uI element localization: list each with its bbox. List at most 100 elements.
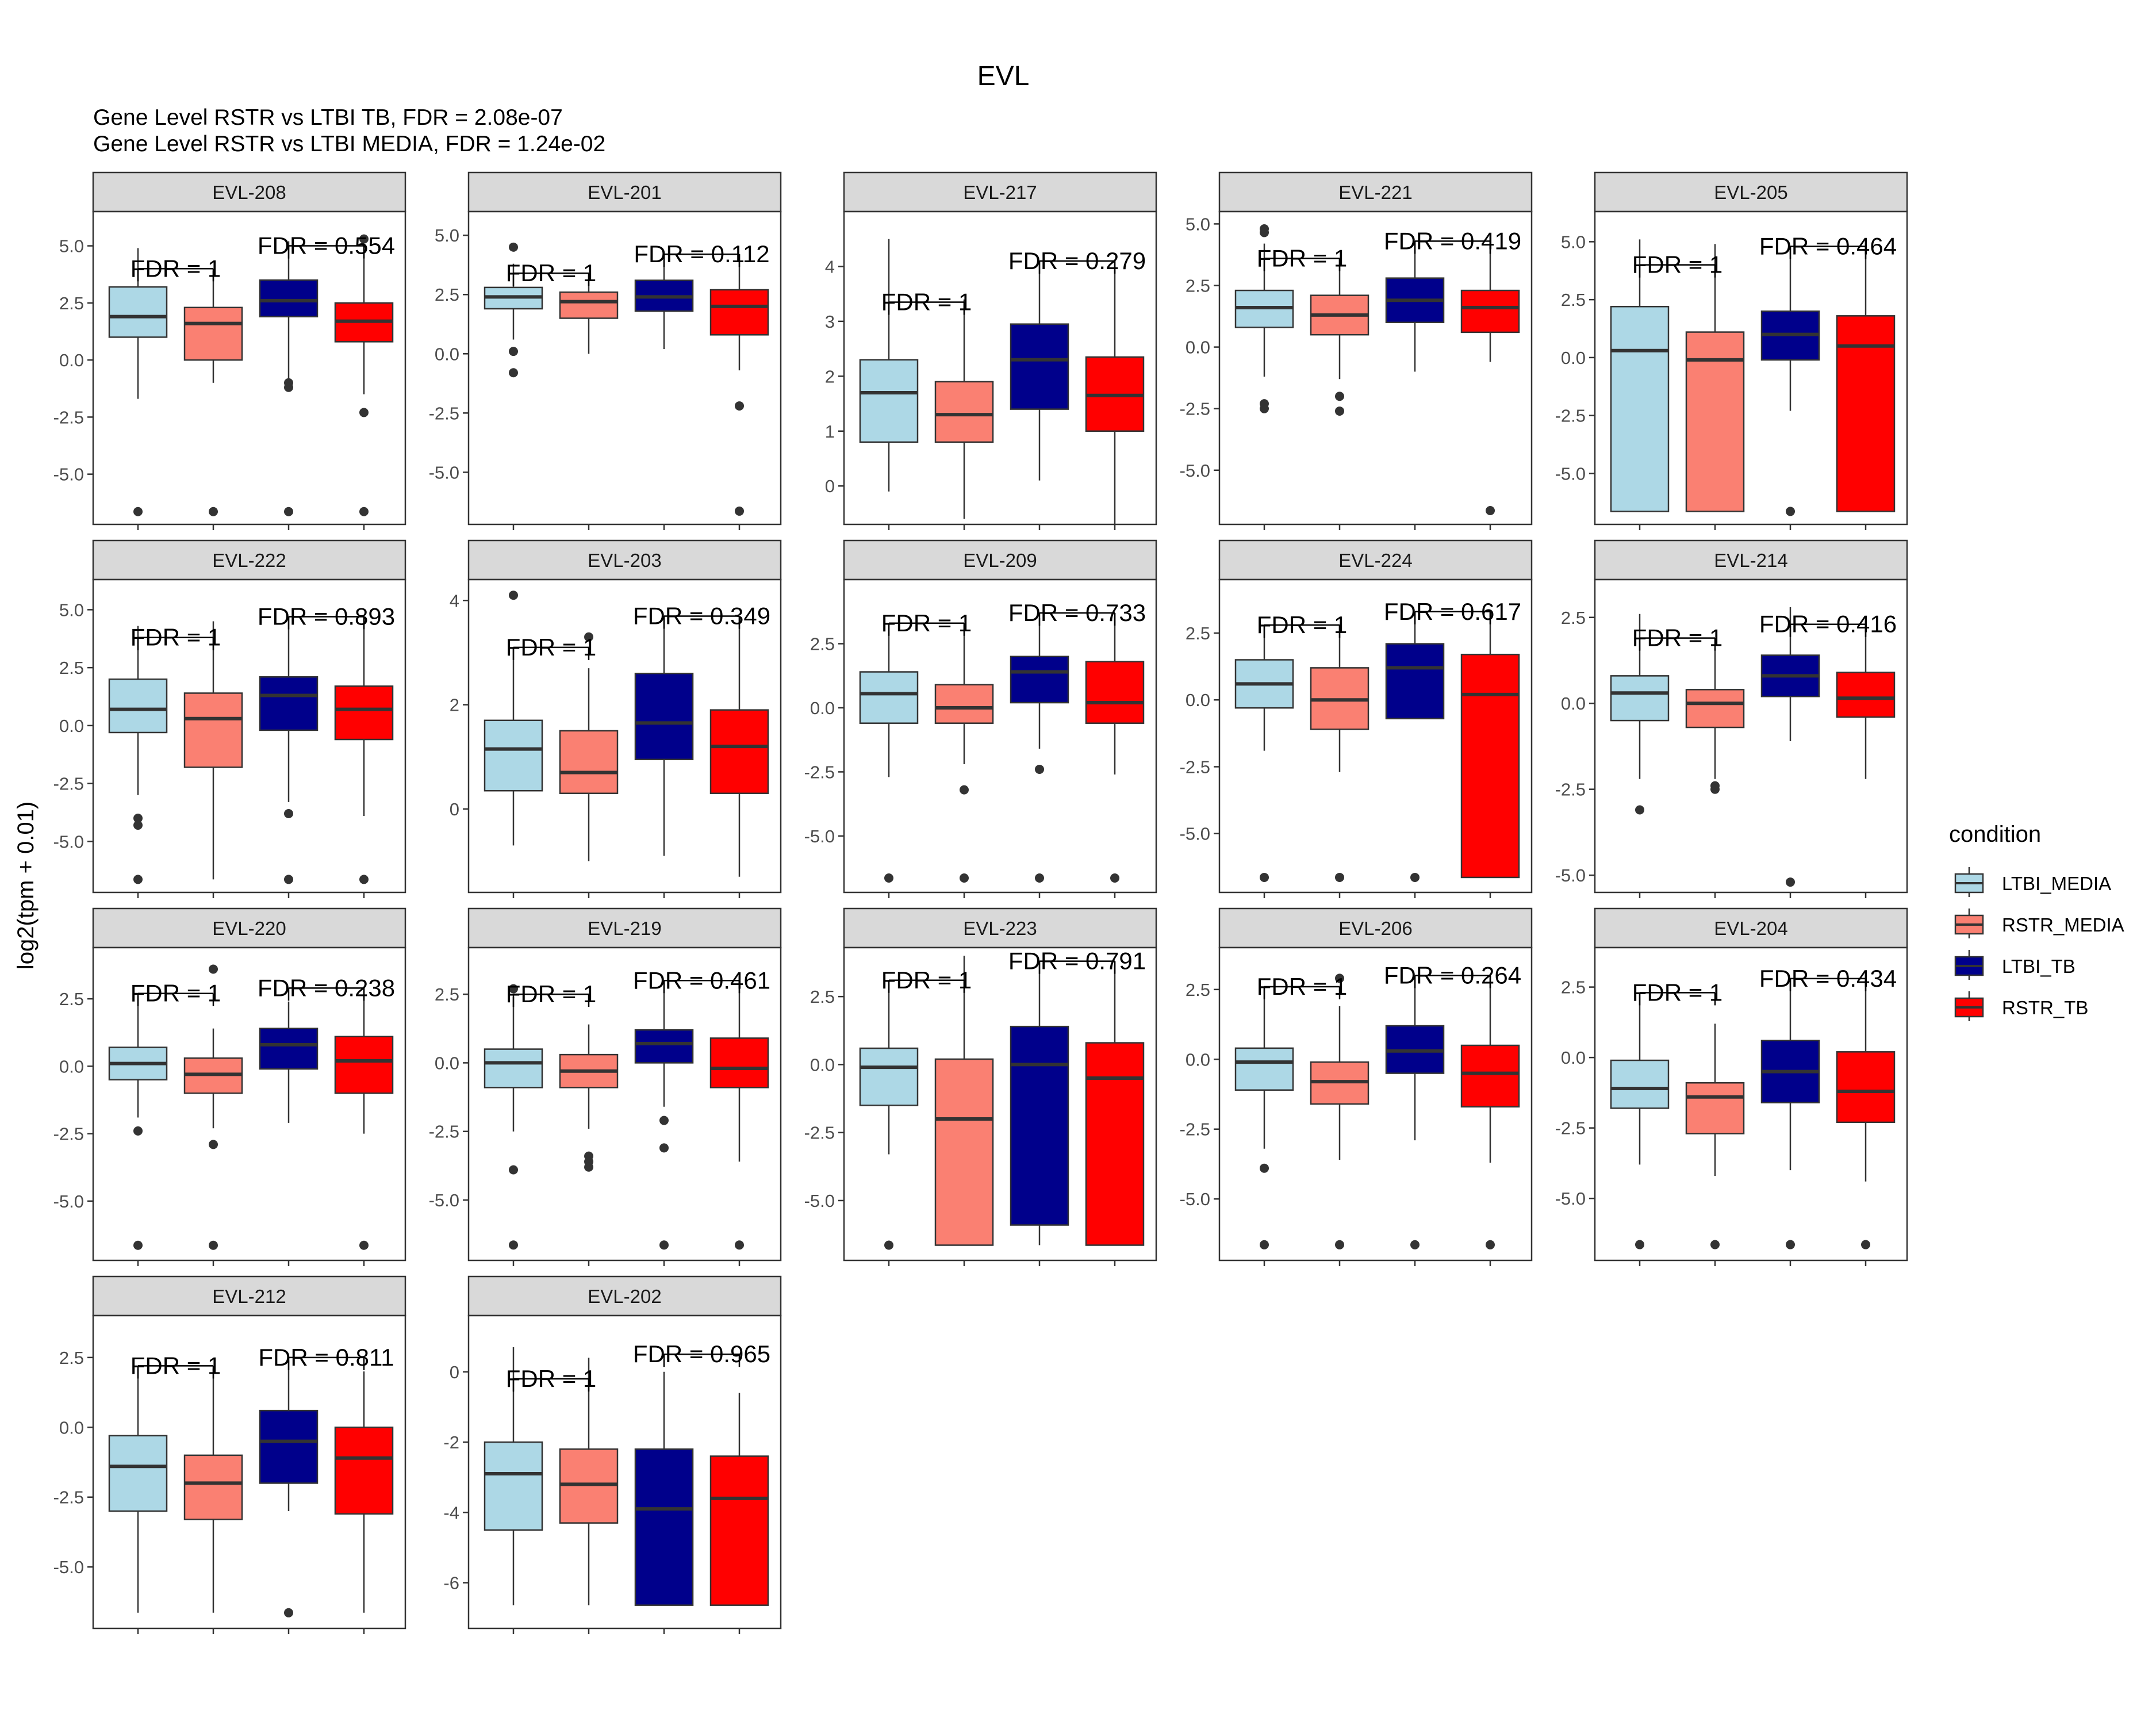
y-tick-label: 1	[825, 421, 835, 442]
y-tick-label: 0.0	[1186, 690, 1210, 710]
y-tick-label: -5.0	[1180, 824, 1210, 844]
outlier-point	[1260, 1240, 1269, 1249]
outlier-point	[584, 1162, 593, 1172]
fdr-media-bracket-label: FDR = 1	[506, 259, 597, 286]
facet-panel-border	[92, 946, 406, 1262]
box-rstr-tb	[1836, 672, 1896, 718]
y-tick-label: -2.5	[1180, 757, 1210, 777]
fdr-media-bracket-label: FDR = 1	[1632, 251, 1723, 278]
y-tick-label: 0.0	[1561, 348, 1586, 368]
y-tick-label: 2	[825, 366, 835, 386]
outlier-point	[359, 234, 369, 244]
facet-strip-label: EVL-203	[588, 550, 661, 571]
box-rstr-tb	[1085, 1042, 1145, 1246]
y-tick-label: -4	[443, 1502, 459, 1523]
y-tick-label: -5.0	[804, 826, 835, 846]
fdr-tb-bracket-label: FDR = 0.264	[1384, 962, 1521, 989]
facet-strip	[1218, 171, 1533, 213]
fdr-media-bracket-label: FDR = 1	[131, 255, 221, 282]
legend-label: RSTR_MEDIA	[2002, 914, 2124, 936]
box-ltbi-tb	[634, 672, 694, 761]
fdr-media-bracket-label: FDR = 1	[1632, 979, 1723, 1006]
y-tick-label: 4	[450, 591, 459, 611]
facet-panel-border	[843, 578, 1157, 894]
fdr-tb-bracket-label: FDR = 0.419	[1384, 227, 1521, 254]
y-tick-label: -5.0	[53, 1191, 84, 1212]
box-ltbi-tb	[259, 1409, 319, 1484]
y-tick-label: 2.5	[810, 634, 835, 654]
box-rstr-media	[559, 1448, 619, 1524]
box-ltbi-tb	[259, 676, 319, 731]
outlier-point	[509, 1165, 518, 1175]
outlier-point	[659, 1116, 669, 1125]
y-tick-label: -2.5	[429, 403, 459, 423]
outlier-point	[133, 875, 143, 884]
y-tick-label: 0.0	[1561, 1048, 1586, 1068]
outlier-point	[1486, 506, 1495, 516]
legend: condition LTBI_MEDIA RSTR_MEDIA LTBI_TB RST…	[1949, 822, 2124, 1021]
outlier-point	[133, 1240, 143, 1250]
facet-strip-label: EVL-212	[212, 1286, 286, 1307]
outlier-point	[509, 1240, 518, 1250]
box-ltbi-media	[859, 1047, 919, 1106]
box-ltbi-media	[484, 1441, 543, 1531]
outlier-point	[1710, 784, 1720, 794]
outlier-point	[1861, 1240, 1870, 1249]
y-tick-label: -2	[443, 1432, 459, 1452]
facet-strip	[92, 539, 406, 581]
box-ltbi-tb	[259, 1028, 319, 1070]
outlier-point	[284, 875, 293, 884]
fdr-tb-bracket-label: FDR = 0.416	[1759, 611, 1897, 638]
y-tick-label: -5.0	[429, 462, 459, 482]
outlier-point	[659, 1143, 669, 1153]
fdr-media-bracket-label: FDR = 1	[881, 288, 972, 315]
facet-panel: EVL-224 -5.0 -2.5 0.0 2.5 FDR = 1 FDR = 0.617	[1180, 539, 1533, 898]
facet-panel: EVL-209 -5.0 -2.5 0.0 2.5 FDR = 1 FDR = 0.733	[804, 539, 1157, 898]
box-rstr-tb	[334, 1427, 394, 1515]
box-ltbi-tb	[1010, 323, 1069, 410]
facet-panel: EVL-220 -5.0 -2.5 0.0 2.5 FDR = 1 FDR = 0.238	[53, 907, 406, 1266]
outlier-point	[209, 1240, 218, 1250]
y-tick-label: 2.5	[1186, 276, 1210, 296]
facet-panel: EVL-219 -5.0 -2.5 0.0 2.5 FDR = 1 FDR = 0.461	[429, 907, 782, 1266]
box-rstr-media	[183, 306, 243, 361]
y-tick-label: 2	[450, 695, 459, 715]
fdr-tb-bracket-label: FDR = 0.791	[1008, 948, 1146, 975]
y-tick-label: -5.0	[1555, 865, 1586, 885]
outlier-point	[584, 632, 593, 642]
fdr-tb-bracket-label: FDR = 0.238	[258, 974, 395, 1001]
facet-strip-label: EVL-221	[1338, 182, 1412, 203]
y-tick-label: -2.5	[1555, 1118, 1586, 1138]
outlier-point	[359, 507, 369, 516]
facet-strip	[1594, 539, 1908, 581]
y-tick-label: 2.5	[59, 989, 84, 1009]
box-ltbi-media	[859, 359, 919, 443]
y-tick-label: -5.0	[804, 1191, 835, 1211]
facet-strip-label: EVL-209	[963, 550, 1037, 571]
outlier-point	[133, 507, 143, 516]
y-tick-label: 2.5	[810, 987, 835, 1007]
box-rstr-media	[183, 1454, 243, 1520]
box-ltbi-tb	[1385, 643, 1445, 720]
y-axis-title: log2(tpm + 0.01)	[13, 802, 39, 969]
y-tick-label: 0.0	[435, 1053, 459, 1073]
facet-strip	[92, 171, 406, 213]
outlier-point	[735, 401, 744, 411]
fdr-tb-bracket-label: FDR = 0.464	[1759, 232, 1897, 259]
outlier-point	[1260, 1163, 1269, 1173]
fdr-tb-bracket-label: FDR = 0.279	[1008, 247, 1146, 274]
outlier-point	[359, 875, 369, 884]
fdr-tb-bracket-label: FDR = 0.893	[258, 603, 395, 630]
fdr-media-bracket-label: FDR = 1	[131, 624, 221, 651]
box-ltbi-media	[1610, 1059, 1670, 1109]
box-rstr-media	[934, 1058, 994, 1246]
legend-label: RSTR_TB	[2002, 997, 2088, 1018]
outlier-point	[133, 1126, 143, 1136]
box-ltbi-media	[1610, 305, 1670, 512]
box-ltbi-media	[859, 671, 919, 724]
fdr-tb-bracket-label: FDR = 0.434	[1759, 965, 1897, 992]
chart-subtitle-line-2: Gene Level RSTR vs LTBI MEDIA, FDR = 1.2…	[93, 132, 605, 156]
box-ltbi-media	[108, 286, 168, 338]
y-tick-label: 3	[825, 312, 835, 332]
box-rstr-tb	[1460, 1044, 1520, 1108]
